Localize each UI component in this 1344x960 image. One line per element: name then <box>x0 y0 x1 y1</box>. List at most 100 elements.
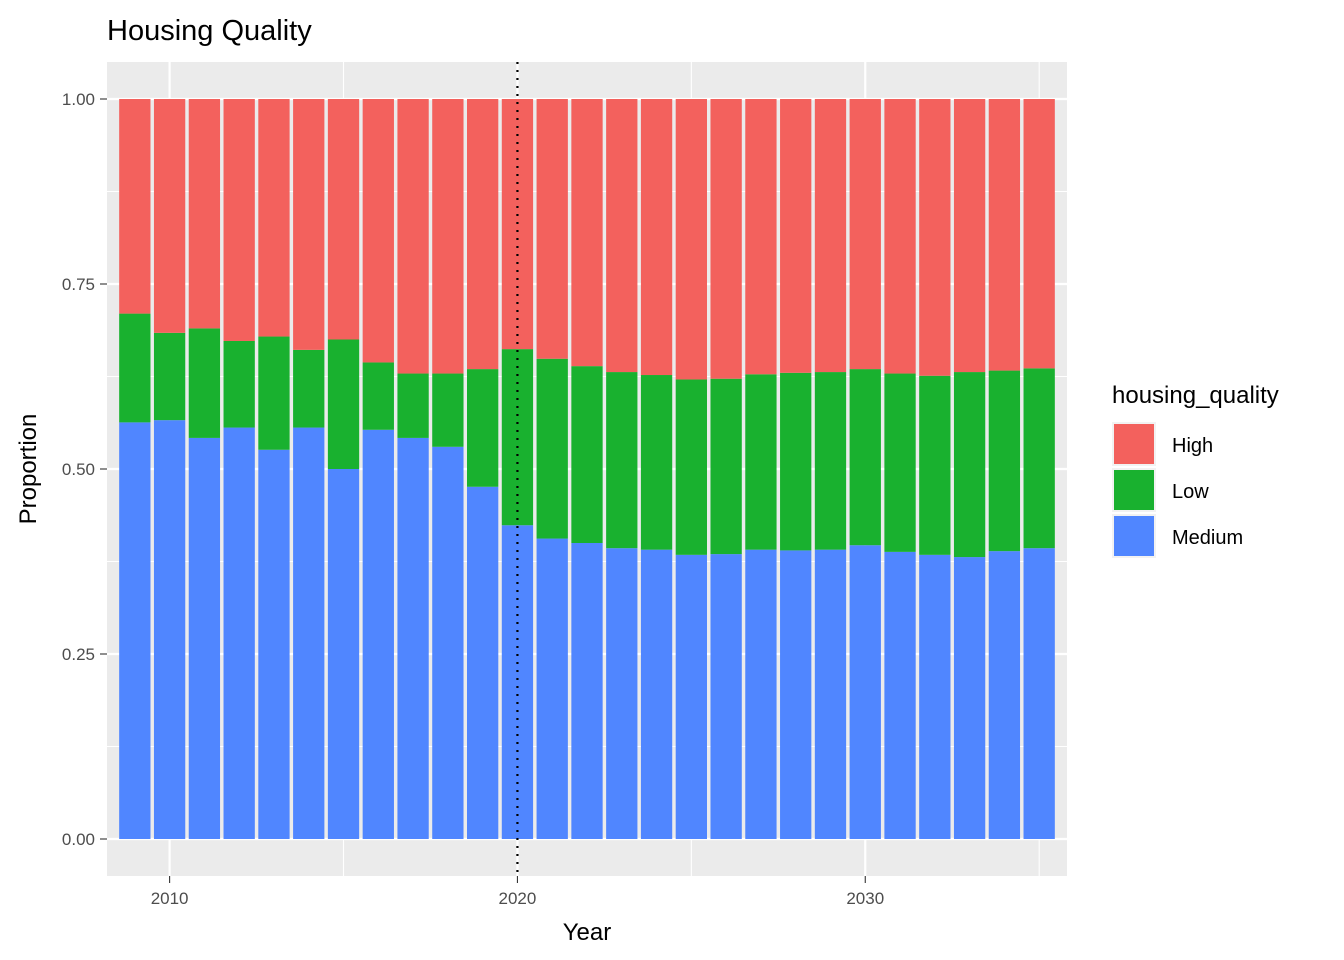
bar-medium-2009 <box>119 422 151 839</box>
bar-medium-2034 <box>988 551 1021 839</box>
bar-high-2033 <box>953 99 986 373</box>
bar-low-2027 <box>745 374 777 550</box>
x-axis-ticks: 2010 2020 2030 <box>151 876 884 908</box>
bar-high-2032 <box>919 99 951 376</box>
bar-low-2022 <box>571 366 603 543</box>
bar-low-2025 <box>675 379 707 555</box>
bar-low-2021 <box>536 358 568 539</box>
y-tick-label: 0.75 <box>62 275 95 294</box>
y-tick-label: 0.00 <box>62 830 95 849</box>
bar-low-2030 <box>849 369 881 546</box>
bar-low-2029 <box>814 372 847 550</box>
legend-swatch-medium <box>1114 516 1154 556</box>
bar-high-2025 <box>675 99 707 380</box>
bar-high-2022 <box>571 99 603 367</box>
bar-high-2018 <box>432 99 464 374</box>
x-tick-label: 2020 <box>499 889 537 908</box>
bar-high-2021 <box>536 99 568 359</box>
legend-label-medium: Medium <box>1172 527 1243 549</box>
bar-low-2017 <box>397 373 429 438</box>
bar-low-2033 <box>953 372 986 558</box>
bar-medium-2014 <box>293 427 325 839</box>
bar-medium-2030 <box>849 545 881 839</box>
bar-medium-2021 <box>536 538 568 839</box>
bar-medium-2025 <box>675 554 707 839</box>
bar-low-2031 <box>884 373 916 552</box>
bars <box>119 99 1055 839</box>
x-tick-label: 2010 <box>151 889 189 908</box>
bar-medium-2032 <box>919 554 951 839</box>
bar-low-2032 <box>919 375 951 555</box>
x-axis-title: Year <box>563 919 612 946</box>
bar-high-2035 <box>1023 99 1055 369</box>
bar-medium-2018 <box>432 446 464 839</box>
bar-medium-2022 <box>571 543 603 839</box>
y-tick-label: 0.25 <box>62 645 95 664</box>
bar-high-2019 <box>467 99 499 370</box>
bar-high-2023 <box>606 99 638 373</box>
bar-high-2024 <box>640 99 673 376</box>
bar-high-2014 <box>293 99 325 350</box>
bar-low-2034 <box>988 370 1021 552</box>
bar-medium-2029 <box>814 549 847 839</box>
bar-medium-2026 <box>710 554 742 839</box>
bar-low-2011 <box>188 328 221 438</box>
bar-medium-2028 <box>780 550 812 839</box>
bar-medium-2013 <box>258 449 290 839</box>
bar-medium-2010 <box>153 420 186 839</box>
bar-high-2034 <box>988 99 1021 371</box>
legend-label-high: High <box>1172 435 1213 457</box>
bar-high-2009 <box>119 99 151 314</box>
legend: housing_quality High Low Medium <box>1112 382 1279 558</box>
bar-medium-2019 <box>467 486 499 839</box>
bar-high-2028 <box>780 99 812 373</box>
bar-low-2035 <box>1023 368 1055 549</box>
bar-high-2010 <box>153 99 186 333</box>
bar-medium-2027 <box>745 549 777 839</box>
bar-high-2012 <box>223 99 255 341</box>
bar-medium-2020 <box>501 525 534 839</box>
legend-swatch-high <box>1114 424 1154 464</box>
bar-low-2023 <box>606 372 638 549</box>
bar-high-2017 <box>397 99 429 374</box>
bar-low-2012 <box>223 340 255 428</box>
bar-high-2011 <box>188 99 221 329</box>
bar-high-2029 <box>814 99 847 373</box>
bar-low-2018 <box>432 373 464 447</box>
bar-high-2016 <box>362 99 394 363</box>
bar-medium-2015 <box>327 469 360 839</box>
bar-low-2016 <box>362 362 394 430</box>
y-tick-label: 0.50 <box>62 460 95 479</box>
bar-medium-2011 <box>188 437 221 839</box>
bar-low-2014 <box>293 349 325 428</box>
bar-low-2028 <box>780 372 812 551</box>
bar-low-2026 <box>710 378 742 555</box>
bar-medium-2035 <box>1023 548 1055 839</box>
bar-high-2013 <box>258 99 290 337</box>
bar-medium-2016 <box>362 429 394 839</box>
bar-high-2015 <box>327 99 360 340</box>
legend-label-low: Low <box>1172 481 1209 503</box>
bar-medium-2023 <box>606 548 638 839</box>
bar-low-2024 <box>640 375 673 550</box>
bar-high-2026 <box>710 99 742 379</box>
bar-low-2015 <box>327 339 360 469</box>
bar-medium-2017 <box>397 437 429 839</box>
y-axis-title: Proportion <box>15 414 42 525</box>
bar-low-2019 <box>467 369 499 487</box>
x-tick-label: 2030 <box>846 889 884 908</box>
legend-swatch-low <box>1114 470 1154 510</box>
chart-title: Housing Quality <box>107 15 312 47</box>
bar-medium-2012 <box>223 427 255 839</box>
bar-high-2030 <box>849 99 881 370</box>
bar-low-2009 <box>119 313 151 423</box>
bar-high-2027 <box>745 99 777 375</box>
bar-medium-2024 <box>640 549 673 839</box>
y-axis-ticks: 0.00 0.25 0.50 0.75 1.00 <box>62 90 107 849</box>
bar-low-2010 <box>153 332 186 421</box>
bar-low-2013 <box>258 336 290 450</box>
bar-medium-2031 <box>884 551 916 839</box>
legend-title: housing_quality <box>1112 382 1279 409</box>
y-tick-label: 1.00 <box>62 90 95 109</box>
